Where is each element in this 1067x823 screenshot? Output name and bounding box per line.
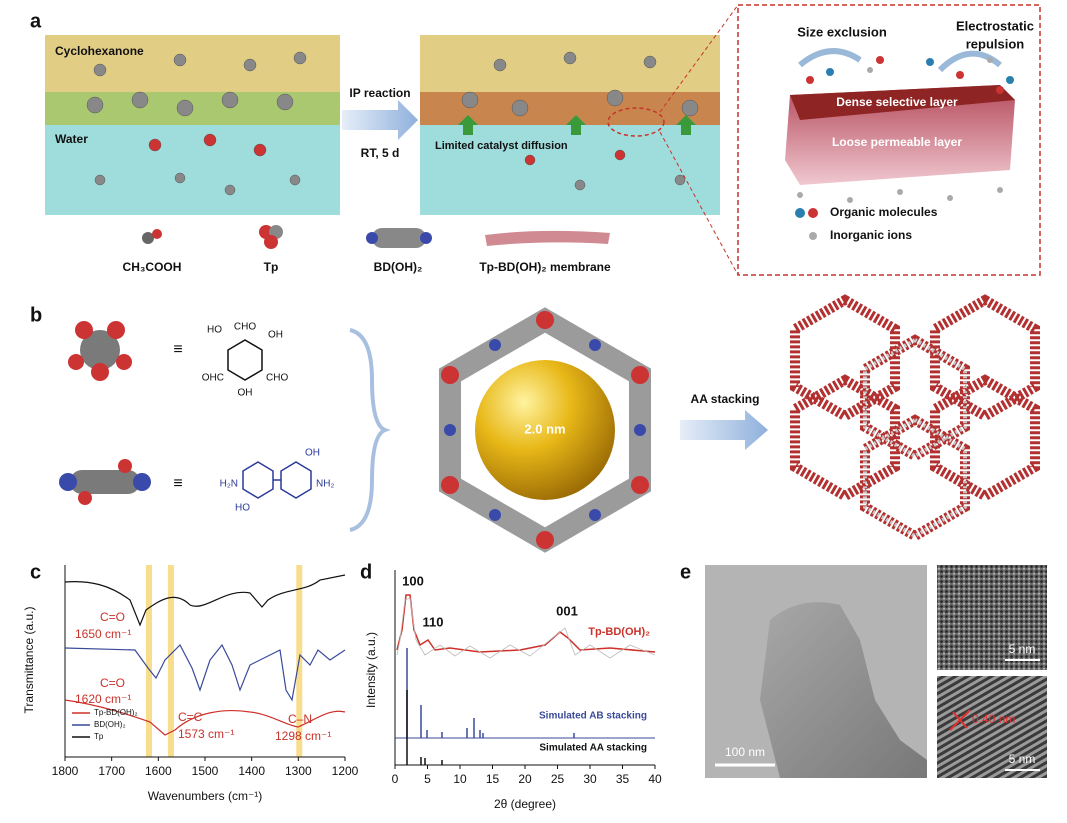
annotation: 1573 cm⁻¹ — [178, 727, 234, 741]
species-label: BD(OH)₂ — [374, 260, 423, 274]
legend-label: Organic molecules — [830, 205, 938, 219]
band — [146, 565, 152, 757]
ftir-plot — [64, 565, 346, 758]
x-tick-label: 40 — [648, 772, 662, 786]
arrow-label: RT, 5 d — [361, 146, 400, 160]
annotation: C=O — [100, 676, 125, 690]
phase-label: Water — [55, 132, 88, 146]
series-label: Tp-BD(OH)₂ — [588, 626, 650, 638]
x-tick-label: 30 — [583, 772, 597, 786]
scale-bar-label: 5 nm — [1009, 642, 1036, 656]
x-tick-label: 1500 — [192, 764, 219, 778]
species-label: CH₃COOH — [123, 260, 182, 274]
x-tick-label: 1400 — [238, 764, 265, 778]
mechanism-label: Size exclusion — [797, 24, 887, 39]
band — [167, 565, 174, 757]
peak-label: 001 — [556, 603, 578, 618]
chem-group: NH₂ — [316, 479, 334, 490]
spacing-label: 0.40 nm — [972, 712, 1015, 726]
tem-images — [705, 565, 1047, 778]
chem-group: CHO — [266, 373, 288, 384]
annotation: C=O — [100, 610, 125, 624]
x-tick-label: 20 — [518, 772, 532, 786]
structures — [59, 294, 1040, 553]
layer-label: Dense selective layer — [836, 95, 958, 109]
panel-letter: c — [30, 561, 41, 583]
chem-group: CHO — [234, 322, 256, 333]
x-tick-label: 10 — [453, 772, 467, 786]
chem-group: H₂N — [220, 479, 238, 490]
layer-label: Loose permeable layer — [832, 135, 962, 149]
x-tick-label: 0 — [392, 772, 399, 786]
chem-group: OH — [305, 448, 320, 459]
panel-letter: d — [360, 561, 372, 583]
scale-bar-label: 5 nm — [1009, 752, 1036, 766]
x-tick-label: 35 — [616, 772, 630, 786]
annotation: 1650 cm⁻¹ — [75, 627, 131, 641]
x-tick-label: 15 — [486, 772, 500, 786]
x-tick-label: 5 — [424, 772, 431, 786]
mechanism-label: repulsion — [966, 36, 1025, 51]
legend-label: Tp-BD(OH)₂ — [94, 708, 138, 717]
series-label: Simulated AA stacking — [539, 743, 647, 754]
panel-letter: a — [30, 10, 42, 32]
series-label: Simulated AB stacking — [539, 711, 647, 722]
annotation: C=C — [178, 710, 203, 724]
reaction-cell — [45, 4, 1041, 276]
y-axis-title: Intensity (a.u.) — [364, 632, 378, 708]
xrd-plot — [394, 570, 656, 766]
x-tick-label: 1300 — [285, 764, 312, 778]
equivalence: ≡ — [173, 341, 182, 358]
x-tick-label: 1200 — [332, 764, 359, 778]
chem-group: HO — [235, 503, 250, 514]
species-label: Tp — [264, 260, 279, 274]
chem-group: OHC — [202, 373, 224, 384]
pore-size: 2.0 nm — [524, 421, 565, 436]
phase-label: Cyclohexanone — [55, 44, 144, 58]
legend-label: Inorganic ions — [830, 228, 912, 242]
x-tick-label: 1700 — [98, 764, 125, 778]
stacking-label: AA stacking — [691, 392, 760, 406]
legend-label: Tp — [94, 732, 104, 741]
x-axis-title: 2θ (degree) — [494, 797, 556, 811]
x-tick-label: 1800 — [52, 764, 79, 778]
arrow-label: IP reaction — [349, 86, 410, 100]
panel-letter: b — [30, 304, 42, 326]
peak-label: 100 — [402, 573, 424, 588]
species-label: Tp-BD(OH)₂ membrane — [479, 260, 611, 274]
diffusion-label: Limited catalyst diffusion — [435, 140, 568, 152]
annotation: 1620 cm⁻¹ — [75, 692, 131, 706]
scale-bar-label: 100 nm — [725, 745, 765, 759]
chem-group: HO — [207, 325, 222, 336]
equivalence: ≡ — [173, 475, 182, 492]
legend-label: BD(OH)₂ — [94, 720, 126, 729]
annotation: 1298 cm⁻¹ — [275, 729, 331, 743]
panel-letter: e — [680, 561, 691, 583]
chem-group: OH — [268, 330, 283, 341]
y-axis-title: Transmittance (a.u.) — [22, 607, 36, 714]
x-tick-label: 1600 — [145, 764, 172, 778]
x-axis-title: Wavenumbers (cm⁻¹) — [148, 789, 263, 803]
annotation: C–N — [288, 712, 312, 726]
mechanism-label: Electrostatic — [956, 18, 1034, 33]
x-tick-label: 25 — [551, 772, 565, 786]
peak-label: 110 — [423, 614, 444, 629]
chem-group: OH — [238, 388, 253, 399]
